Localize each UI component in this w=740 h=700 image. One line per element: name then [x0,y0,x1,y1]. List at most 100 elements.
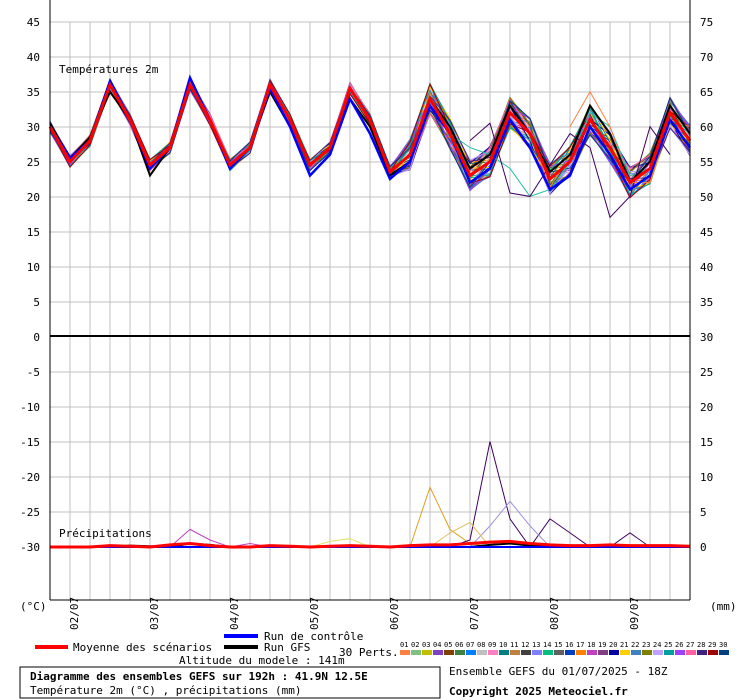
legend-label-gfs: Run GFS [264,641,310,654]
pert-label-13: 13 [532,641,540,649]
left-tick-label: 35 [27,86,40,99]
pert-label-04: 04 [433,641,441,649]
x-tick-label: 05/07 [308,597,321,630]
pert-label-03: 03 [422,641,430,649]
right-tick-label: 35 [700,296,713,309]
precip-spike-2 [469,500,551,548]
pert-swatch-25 [664,650,674,655]
left-tick-label: 30 [27,121,40,134]
left-tick-label: -25 [20,506,40,519]
run-info: Ensemble GEFS du 01/07/2025 - 18Z [449,665,668,678]
pert-label-16: 16 [565,641,573,649]
pert-label-17: 17 [576,641,584,649]
pert-label-12: 12 [521,641,529,649]
pert-label-02: 02 [411,641,419,649]
x-tick-label: 09/07 [628,597,641,630]
left-axis-label: (°C) [20,600,47,613]
right-tick-label: 60 [700,121,713,134]
temp-panel-label: Températures 2m [59,63,159,76]
precip-spike-4 [309,538,371,548]
x-tick-label: 04/07 [228,597,241,630]
precip-panel-label: Précipitations [59,527,152,540]
altitude-label: Altitude du modele : 141m [179,654,345,667]
precip-spike-5 [429,521,491,548]
right-tick-label: 5 [700,506,707,519]
series-temp-0 [48,81,692,185]
x-tick-label: 03/07 [148,597,161,630]
pert-label-25: 25 [664,641,672,649]
pert-swatch-26 [675,650,685,655]
pert-swatch-14 [543,650,553,655]
pert-label-26: 26 [675,641,683,649]
pert-label-21: 21 [620,641,628,649]
precip-spike-3 [169,528,271,548]
x-tick-label: 07/07 [468,597,481,630]
left-tick-label: 45 [27,16,40,29]
right-tick-label: 30 [700,331,713,344]
x-tick-label: 08/07 [548,597,561,630]
copyright: Copyright 2025 Meteociel.fr [449,685,628,698]
precipitation-lines [50,441,691,549]
pert-label-19: 19 [598,641,606,649]
right-axis-label: (mm) [710,600,737,613]
pert-swatch-22 [631,650,641,655]
left-tick-label: -30 [20,541,40,554]
main-series [48,74,692,192]
legend-label-mean: Moyenne des scénarios [73,641,212,654]
pert-label-29: 29 [708,641,716,649]
pert-label-11: 11 [510,641,518,649]
series-precip-0 [50,539,691,549]
pert-label-20: 20 [609,641,617,649]
right-tick-label: 25 [700,366,713,379]
right-tick-label: 15 [700,436,713,449]
pert-swatch-11 [510,650,520,655]
pert-label-01: 01 [400,641,408,649]
title-box [19,666,441,699]
series-temp-2 [49,82,691,185]
pert-label-06: 06 [455,641,463,649]
right-tick-label: 55 [700,156,713,169]
left-tick-label: -20 [20,471,40,484]
right-tick-label: 10 [700,471,713,484]
pert-swatch-16 [565,650,575,655]
pert-swatch-30 [719,650,729,655]
pert-label-05: 05 [444,641,452,649]
left-tick-label: 25 [27,156,40,169]
outlier-line-13 [469,122,671,219]
pert-label-07: 07 [466,641,474,649]
pert-swatch-18 [587,650,597,655]
pert-swatch-17 [576,650,586,655]
perturbation-legend: 01 02 03 04 05 06 07 08 09 10 11 12 13 14 15 16 17 18 19 20… [400,641,729,655]
left-tick-label: -15 [20,436,40,449]
pert-swatch-10 [499,650,509,655]
pert-label-22: 22 [631,641,639,649]
precip-spike-0 [409,485,491,548]
right-tick-label: 70 [700,51,713,64]
perturbations-label: 30 Perts. [339,646,399,659]
pert-swatch-04 [433,650,443,655]
left-tick-label: 5 [33,296,40,309]
pert-swatch-08 [477,650,487,655]
left-tick-label: 10 [27,261,40,274]
right-tick-label: 45 [700,226,713,239]
pert-label-14: 14 [543,641,551,649]
pert-label-23: 23 [642,641,650,649]
right-tick-label: 75 [700,16,713,29]
pert-swatch-06 [455,650,465,655]
pert-label-09: 09 [488,641,496,649]
left-tick-label: 15 [27,226,40,239]
pert-label-27: 27 [686,641,694,649]
pert-swatch-23 [642,650,652,655]
pert-label-15: 15 [554,641,562,649]
pert-label-18: 18 [587,641,595,649]
legend-label-control: Run de contrôle [264,630,363,643]
chart-subtitle: Température 2m (°C) , précipitations (mm… [30,684,302,697]
right-tick-label: 40 [700,261,713,274]
pert-label-28: 28 [697,641,705,649]
pert-swatch-13 [532,650,542,655]
pert-swatch-27 [686,650,696,655]
x-tick-label: 06/07 [388,597,401,630]
left-tick-label: 40 [27,51,40,64]
